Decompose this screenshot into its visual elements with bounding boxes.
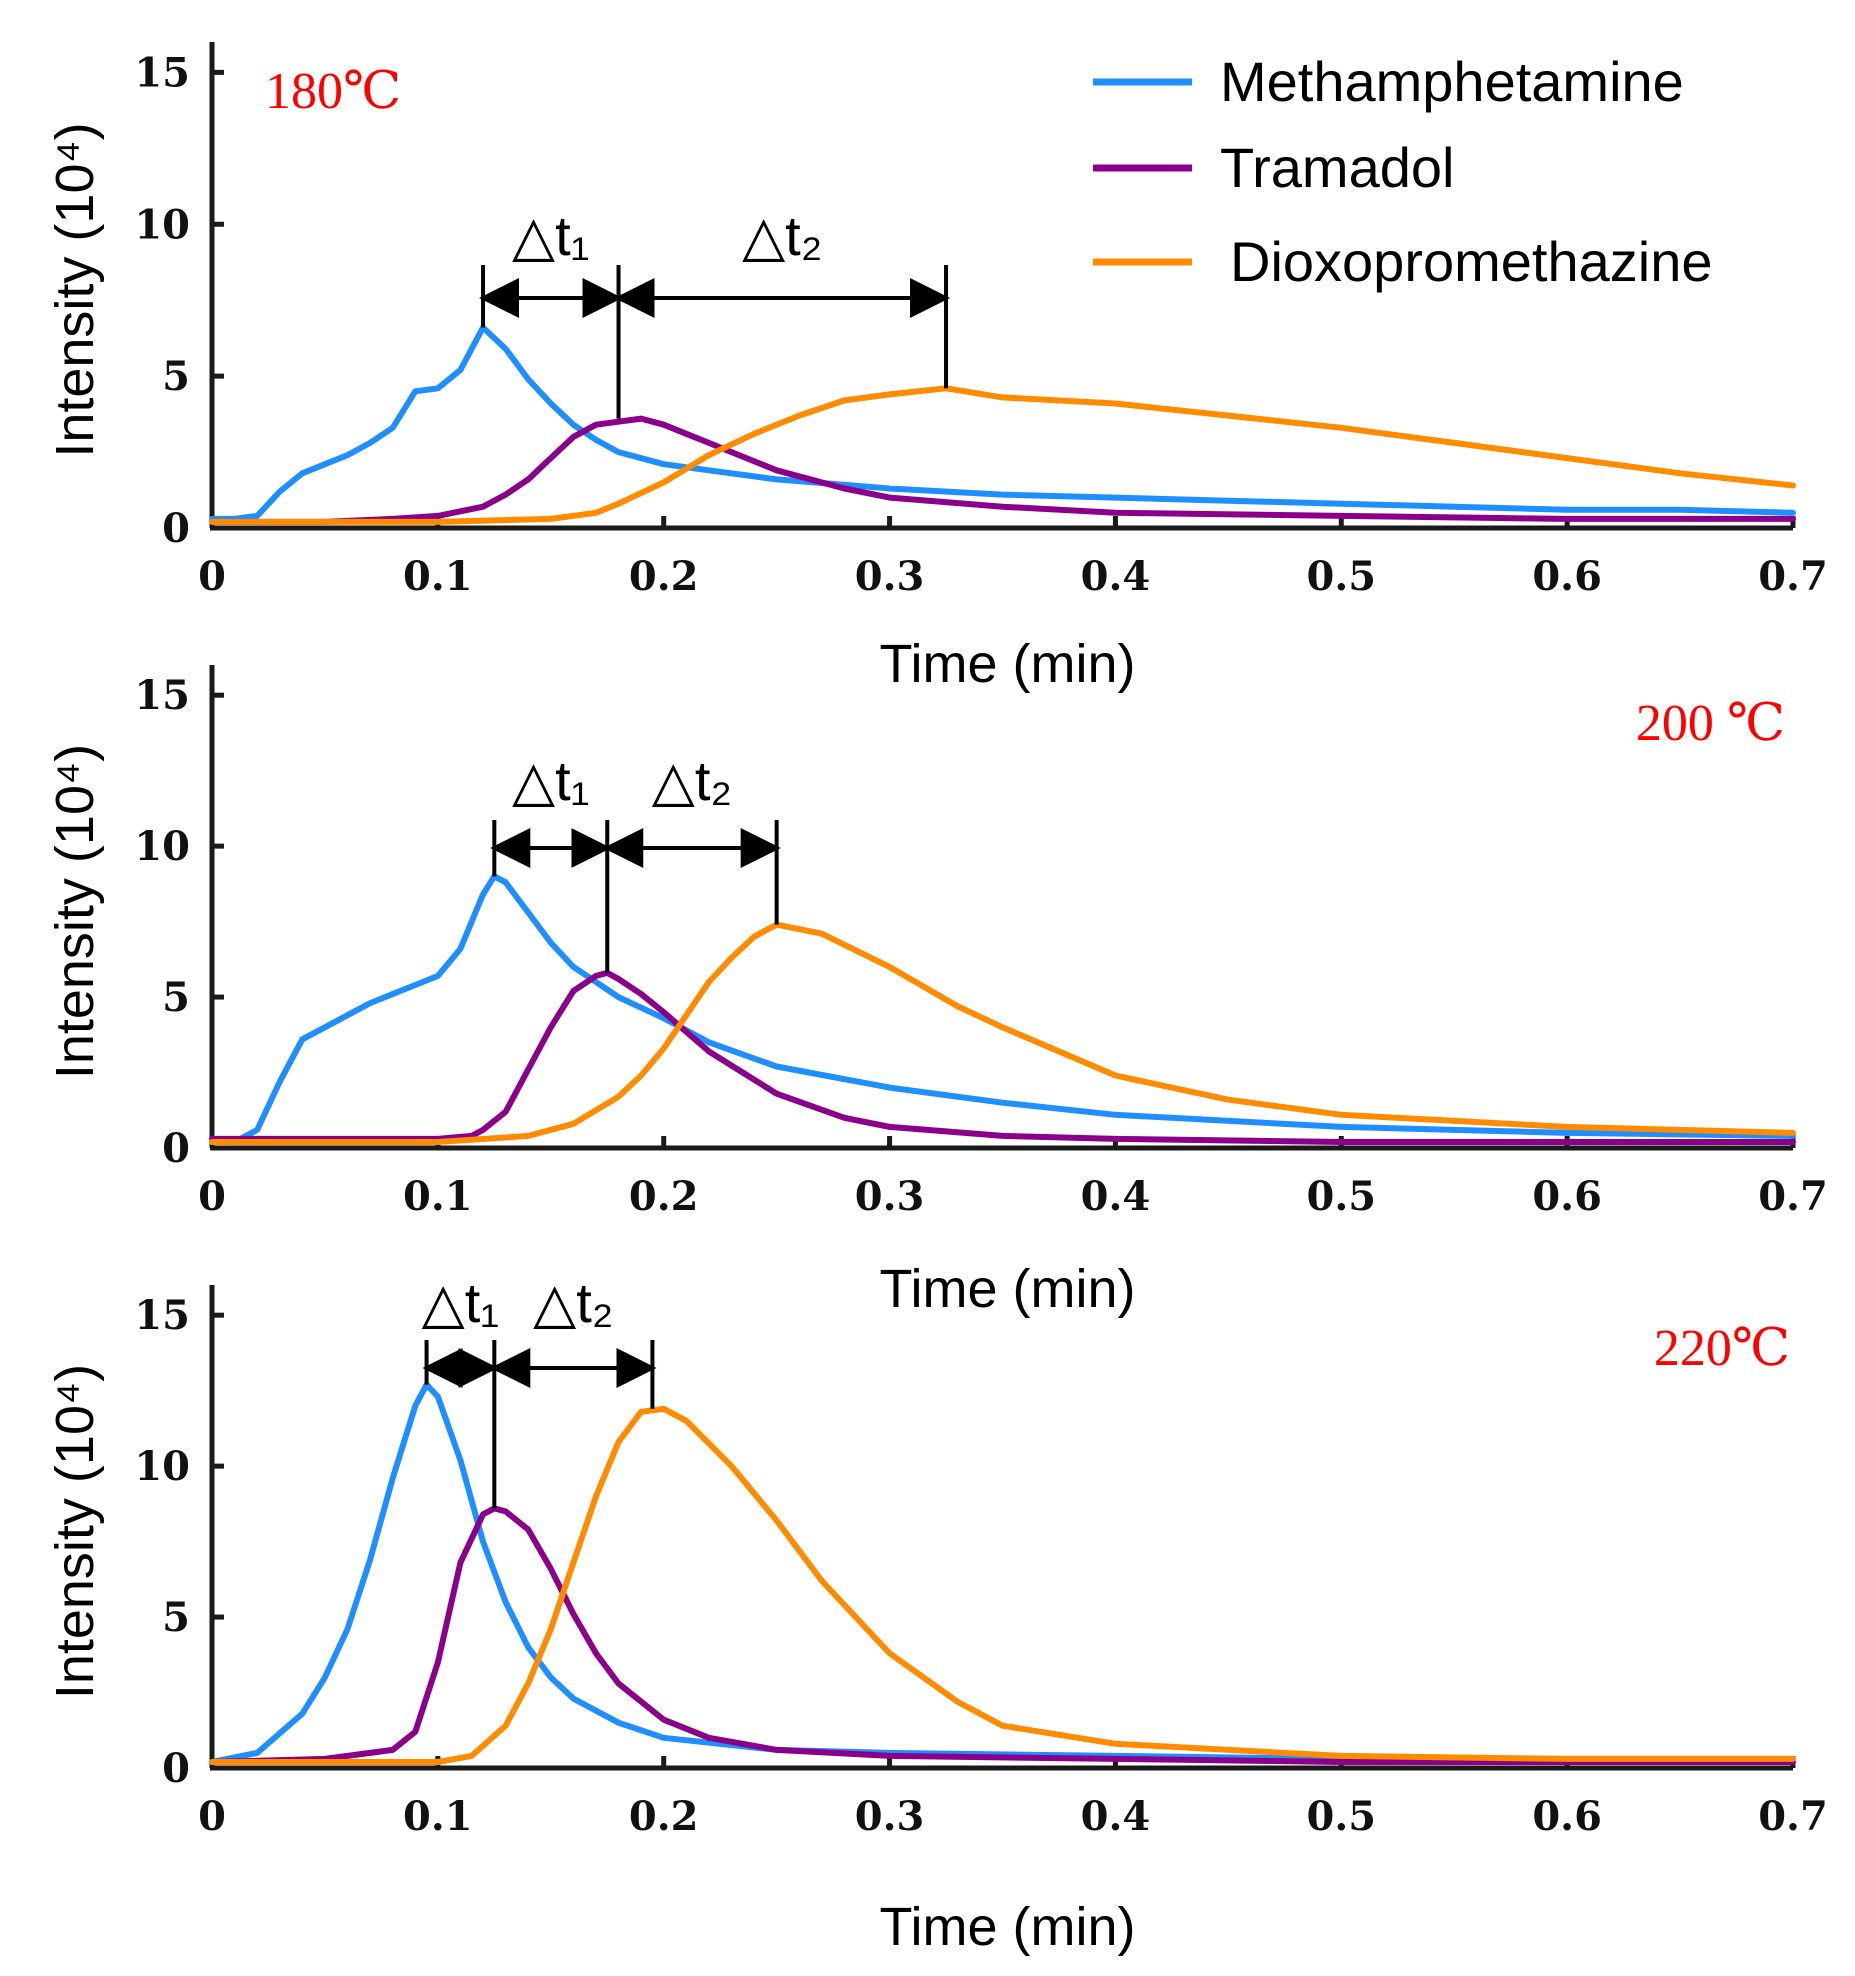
legend-label-dioxopromethazine: Dioxopromethazine — [1230, 230, 1712, 293]
temperature-label: 220℃ — [1654, 1320, 1790, 1377]
delta-t1-label: △t₁ — [422, 1271, 500, 1334]
x-tick-label: 0.2 — [629, 553, 699, 600]
y-axis-title: Intensity (10⁴) — [45, 1364, 105, 1699]
y-tick-label: 0 — [162, 1125, 190, 1172]
series-line-methamphetamine — [209, 324, 1796, 522]
x-tick-label: 0.4 — [1081, 1173, 1151, 1220]
temperature-label: 200 ℃ — [1636, 695, 1785, 752]
delta-t2-label: △t₂ — [742, 204, 822, 267]
delta-t1-label: △t₁ — [512, 749, 590, 812]
temperature-label: 180℃ — [265, 63, 401, 120]
x-axis-title: Time (min) — [880, 1259, 1136, 1319]
legend-label-methamphetamine: Methamphetamine — [1220, 50, 1684, 113]
x-tick-label: 0.3 — [855, 553, 925, 600]
x-tick-label: 0.3 — [855, 1173, 925, 1220]
x-tick-label: 0 — [198, 1173, 226, 1220]
x-tick-label: 0.5 — [1306, 1173, 1376, 1220]
x-tick-label: 0.1 — [403, 1793, 473, 1840]
x-tick-label: 0.7 — [1758, 1793, 1828, 1840]
x-tick-label: 0.2 — [629, 1173, 699, 1220]
x-tick-label: 0.1 — [403, 553, 473, 600]
y-tick-label: 10 — [134, 201, 190, 248]
x-tick-label: 0.6 — [1532, 1793, 1602, 1840]
delta-t2-label: △t₂ — [652, 749, 732, 812]
x-tick-label: 0.5 — [1306, 553, 1376, 600]
x-tick-label: 0.6 — [1532, 1173, 1602, 1220]
series-line-tramadol — [209, 969, 1796, 1145]
x-tick-label: 0.1 — [403, 1173, 473, 1220]
series-line-dioxopromethazine — [209, 1405, 1796, 1765]
y-tick-label: 15 — [134, 1292, 190, 1339]
y-tick-label: 10 — [134, 1443, 190, 1490]
x-tick-label: 0.5 — [1306, 1793, 1376, 1840]
series-line-dioxopromethazine — [209, 385, 1796, 525]
x-tick-label: 0.4 — [1081, 1793, 1151, 1840]
delta-t1-label: △t₁ — [512, 204, 590, 267]
x-tick-label: 0.7 — [1758, 553, 1828, 600]
y-tick-label: 15 — [134, 672, 190, 719]
x-tick-label: 0 — [198, 1793, 226, 1840]
x-tick-label: 0.7 — [1758, 1173, 1828, 1220]
y-tick-label: 0 — [162, 1745, 190, 1792]
legend: Methamphetamine Tramadol Dioxopromethazine — [1093, 50, 1712, 293]
series-line-dioxopromethazine — [209, 921, 1796, 1145]
x-tick-label: 0 — [198, 553, 226, 600]
y-tick-label: 0 — [162, 505, 190, 552]
chart-panel-3: 0 0.1 0.2 0.3 0.4 0.5 0.6 0.7 0 5 10 15 Time (min) In… — [45, 1271, 1828, 1957]
x-tick-label: 0.2 — [629, 1793, 699, 1840]
series-line-tramadol — [209, 415, 1796, 525]
series-line-methamphetamine — [209, 873, 1796, 1145]
x-axis-title: Time (min) — [880, 634, 1136, 694]
x-tick-label: 0.6 — [1532, 553, 1602, 600]
x-tick-label: 0.3 — [855, 1793, 925, 1840]
y-tick-label: 5 — [162, 1594, 190, 1641]
delta-t2-label: △t₂ — [533, 1271, 613, 1334]
chart-panel-2: 0 0.1 0.2 0.3 0.4 0.5 0.6 0.7 0 5 10 15 Time (min) In… — [45, 665, 1828, 1319]
y-tick-label: 5 — [162, 353, 190, 400]
y-tick-label: 15 — [134, 49, 190, 96]
series-line-methamphetamine — [209, 1381, 1796, 1765]
y-axis-title: Intensity (10⁴) — [45, 122, 105, 457]
y-tick-label: 5 — [162, 974, 190, 1021]
y-axis-title: Intensity (10⁴) — [45, 744, 105, 1079]
x-axis-title: Time (min) — [880, 1897, 1136, 1957]
x-tick-label: 0.4 — [1081, 553, 1151, 600]
y-tick-label: 10 — [134, 823, 190, 870]
chart-panel-1: 0 0.1 0.2 0.3 0.4 0.5 0.6 0.7 0 5 10 15 Time (min) In… — [45, 42, 1828, 694]
legend-label-tramadol: Tramadol — [1220, 136, 1454, 199]
